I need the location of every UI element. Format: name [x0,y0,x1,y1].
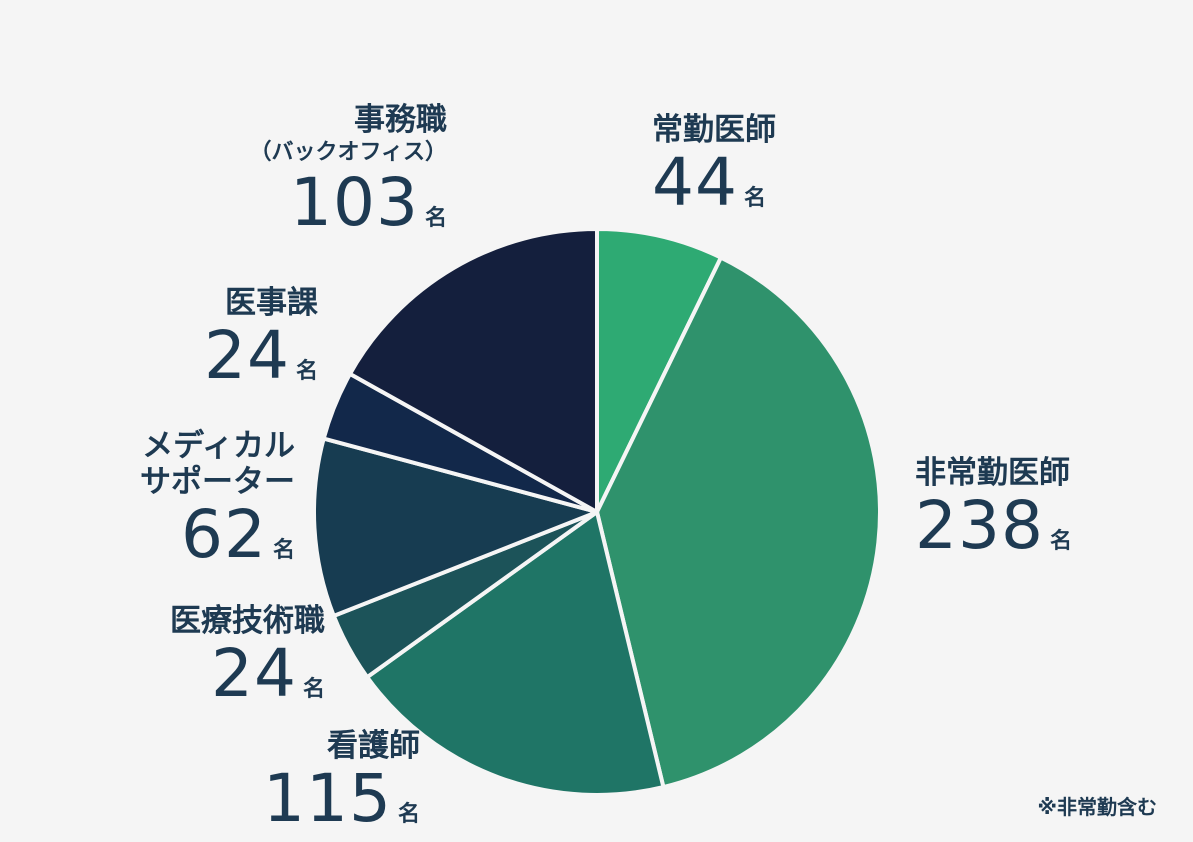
slice-value-row: 24 名 [170,639,325,709]
slice-unit: 名 [1049,529,1072,554]
slice-name: 事務職 [354,102,447,138]
pie-slice-nurses [365,510,666,797]
slice-name: 医事課 [225,285,318,321]
slice-unit: 名 [743,186,766,211]
slice-value-row: 238 名 [915,491,1072,561]
slice-value: 238 [915,487,1044,564]
slice-value-row: 24 名 [204,321,318,391]
slice-name: 常勤医師 [652,112,776,148]
pie-slice-full-time-doctors [595,227,723,514]
slice-value-row: 103 名 [249,168,447,238]
pie-slice-office-staff [347,227,599,514]
slice-unit: 名 [302,677,325,702]
slice-name: 医療技術職 [170,603,325,639]
slice-unit: 名 [295,359,318,384]
slice-label-medical-supporters: メディカル サポーター 62 名 [140,428,295,570]
slice-value-row: 115 名 [263,764,420,834]
slice-value: 62 [181,496,267,573]
slice-label-part-time-doctors: 非常勤医師 238 名 [915,455,1072,561]
pie-slice-medical-supporters [312,436,599,618]
slice-label-full-time-doctors: 常勤医師 44 名 [652,112,776,218]
slice-value: 103 [290,164,419,241]
slice-unit: 名 [272,538,295,563]
slice-label-nurses: 看護師 115 名 [263,728,420,834]
slice-unit: 名 [397,802,420,827]
slice-label-office-staff: 事務職 （バックオフィス） 103 名 [249,102,447,238]
chart-note: ※非常勤含む [1037,795,1157,819]
slice-unit: 名 [424,206,447,231]
slice-name: サポーター [140,464,295,500]
slice-name: 看護師 [327,728,420,764]
slice-name: メディカル [142,428,295,464]
slice-value: 115 [263,760,392,837]
slice-value-row: 62 名 [140,500,295,570]
pie-slice-part-time-doctors [595,255,882,790]
slice-value-row: 44 名 [652,148,776,218]
slice-value: 24 [211,635,297,712]
slice-name: 非常勤医師 [915,455,1070,491]
slice-label-medical-affairs: 医事課 24 名 [204,285,318,391]
slice-subname: （バックオフィス） [249,140,447,165]
slice-value: 44 [652,144,738,221]
slice-value: 24 [204,317,290,394]
slice-label-medical-technicians: 医療技術職 24 名 [170,603,325,709]
